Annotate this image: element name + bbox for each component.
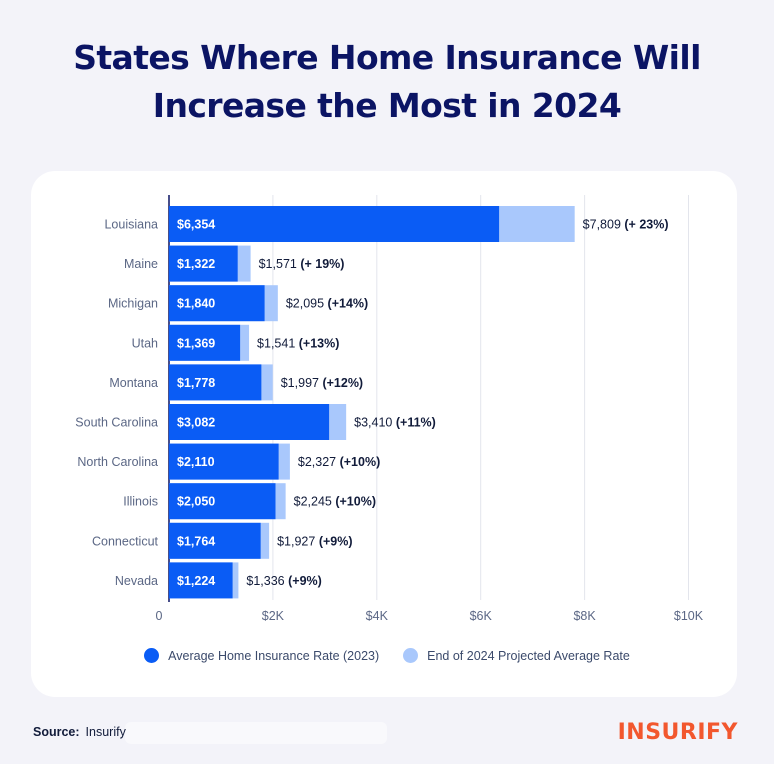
legend-label-2024: End of 2024 Projected Average Rate [427, 648, 630, 663]
bar-projected-value-label: $1,997 (+12%) [281, 376, 363, 390]
bar-2023 [169, 206, 500, 242]
bar-projected-value-label: $2,095 (+14%) [286, 297, 368, 311]
bar-2023-value-label: $1,840 [177, 297, 215, 311]
x-tick-label: $8K [573, 609, 596, 623]
legend: Average Home Insurance Rate (2023) End o… [0, 648, 774, 663]
title-line-1: States Where Home Insurance Will [73, 38, 701, 77]
percent-change-label: (+9%) [288, 574, 322, 588]
percent-change-label: (+ 23%) [624, 218, 668, 232]
category-label: Utah [132, 336, 158, 350]
source-value: Insurify [85, 725, 126, 739]
legend-item-2024: End of 2024 Projected Average Rate [403, 648, 630, 663]
insurify-logo: INSURIFY [617, 720, 738, 745]
bar-2023 [169, 483, 276, 520]
chart-card [31, 171, 737, 697]
bar-projected-value-label: $1,571 (+ 19%) [259, 257, 345, 271]
bar-2023 [169, 404, 330, 440]
percent-change-label: (+ 19%) [300, 257, 344, 271]
bar-projected-value-label: $1,336 (+9%) [246, 574, 321, 588]
category-label: South Carolina [75, 416, 158, 430]
title-line-2: Increase the Most in 2024 [152, 86, 622, 125]
category-label: Connecticut [92, 534, 159, 548]
x-tick-label: $2K [262, 609, 285, 623]
bar-2023 [169, 245, 238, 282]
bar-2023-value-label: $3,082 [177, 416, 215, 430]
category-label: Montana [109, 376, 158, 390]
x-tick-label: $6K [470, 609, 493, 623]
legend-dot-2023 [144, 648, 160, 663]
source-label: Source: [33, 725, 80, 739]
x-tick-label: $4K [366, 609, 389, 623]
percent-change-label: (+10%) [335, 495, 376, 509]
percent-change-label: (+14%) [328, 297, 369, 311]
bar-projected-value-label: $1,927 (+9%) [277, 534, 352, 548]
bar-2023-value-label: $2,050 [177, 495, 215, 509]
percent-change-label: (+10%) [340, 455, 381, 469]
category-label: Illinois [123, 495, 158, 509]
x-tick-label: $10K [674, 609, 704, 623]
percent-change-label: (+9%) [319, 534, 353, 548]
bar-2023 [169, 522, 261, 559]
percent-change-label: (+12%) [322, 376, 363, 390]
chart-title: States Where Home Insurance Will Increas… [0, 34, 774, 130]
category-label: North Carolina [77, 455, 158, 469]
category-label: Nevada [115, 574, 158, 588]
category-label: Michigan [108, 297, 158, 311]
bar-projected-value-label: $3,410 (+11%) [354, 416, 436, 430]
bar-2023-value-label: $1,369 [177, 336, 215, 350]
category-label: Maine [124, 257, 158, 271]
bar-2023 [169, 364, 262, 401]
x-tick-label: 0 [156, 609, 163, 623]
bar-projected-value-label: $2,327 (+10%) [298, 455, 380, 469]
bar-projected-value-label: $2,245 (+10%) [294, 495, 376, 509]
bar-2023-value-label: $1,224 [177, 574, 215, 588]
bar-2023 [169, 285, 265, 322]
bar-2023-value-label: $1,322 [177, 257, 215, 271]
source-note: Source: Insurify [33, 725, 126, 739]
bar-projected-value-label: $1,541 (+13%) [257, 336, 339, 350]
bar-2023-value-label: $2,110 [177, 455, 215, 469]
legend-item-2023: Average Home Insurance Rate (2023) [144, 648, 379, 663]
bar-2023-value-label: $6,354 [177, 218, 215, 232]
source-highlight [125, 722, 387, 744]
percent-change-label: (+11%) [396, 416, 436, 430]
legend-label-2023: Average Home Insurance Rate (2023) [168, 648, 380, 663]
bar-projected-value-label: $7,809 (+ 23%) [583, 218, 669, 232]
percent-change-label: (+13%) [299, 336, 340, 350]
bar-2023-value-label: $1,764 [177, 534, 215, 548]
bar-2023 [169, 324, 241, 361]
bar-2023 [169, 443, 279, 480]
bar-2023-value-label: $1,778 [177, 376, 215, 390]
bar-2023 [169, 562, 233, 599]
category-label: Louisiana [104, 218, 158, 232]
legend-dot-2024 [403, 648, 419, 663]
